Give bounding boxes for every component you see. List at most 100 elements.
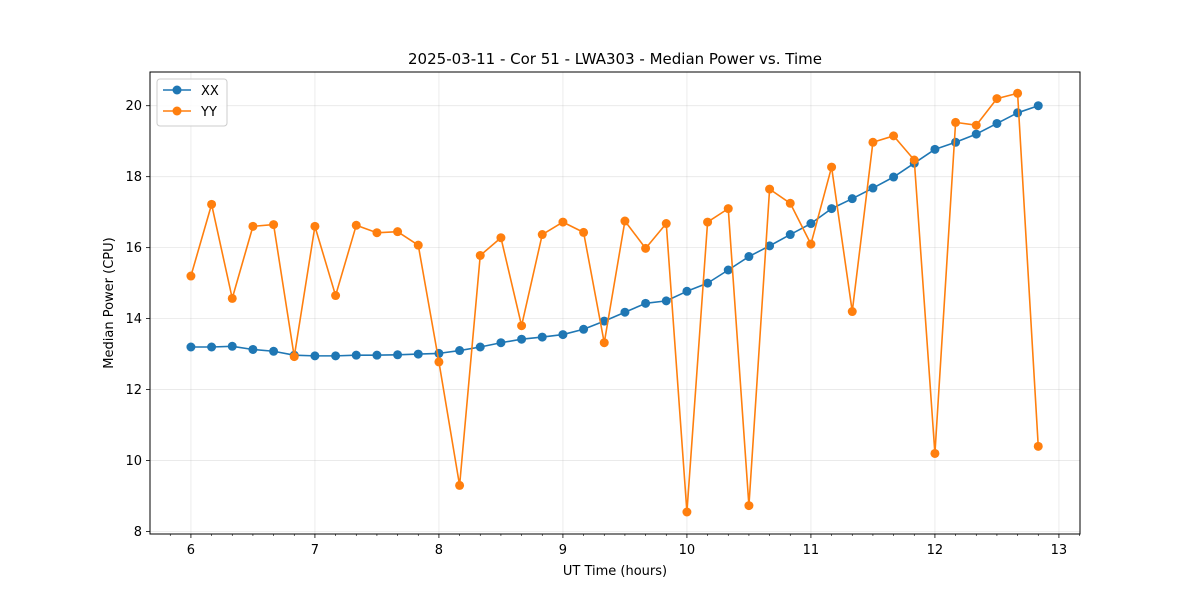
data-point-yy	[331, 291, 341, 301]
plot-series	[186, 88, 1043, 517]
data-point-xx	[992, 118, 1002, 128]
x-tick-label: 10	[679, 543, 696, 558]
data-point-yy	[558, 217, 568, 227]
y-tick-label: 12	[125, 383, 142, 398]
data-point-yy	[496, 233, 506, 243]
data-point-yy	[475, 250, 485, 260]
data-point-xx	[682, 286, 692, 296]
data-point-yy	[186, 271, 196, 281]
data-point-xx	[599, 316, 609, 326]
data-point-xx	[393, 350, 403, 360]
data-point-xx	[496, 338, 506, 348]
data-point-yy	[620, 216, 630, 226]
data-point-yy	[951, 117, 961, 127]
data-point-yy	[269, 220, 279, 230]
data-point-yy	[1013, 88, 1023, 98]
data-point-yy	[351, 220, 361, 230]
data-point-xx	[785, 230, 795, 240]
data-point-xx	[186, 342, 196, 352]
data-point-xx	[475, 342, 485, 352]
data-point-yy	[599, 338, 609, 348]
data-point-xx	[806, 219, 816, 229]
y-tick-label: 16	[125, 241, 142, 256]
data-point-xx	[269, 346, 279, 356]
x-tick-label: 11	[803, 543, 820, 558]
data-point-yy	[434, 357, 444, 367]
legend-marker-yy	[172, 106, 182, 116]
data-point-xx	[517, 334, 527, 344]
data-point-xx	[537, 332, 547, 342]
data-point-yy	[537, 230, 547, 240]
series-line-yy	[190, 92, 1040, 513]
x-tick-label: 7	[311, 543, 319, 558]
y-tick-label: 20	[125, 99, 142, 114]
data-point-xx	[889, 172, 899, 182]
data-point-yy	[723, 204, 733, 214]
data-point-yy	[682, 507, 692, 517]
data-point-yy	[372, 228, 382, 238]
data-point-yy	[868, 137, 878, 147]
x-tick-label: 12	[927, 543, 944, 558]
data-point-yy	[289, 352, 299, 362]
data-point-xx	[868, 183, 878, 193]
data-point-xx	[579, 324, 589, 334]
data-point-yy	[971, 120, 981, 130]
series-yy	[186, 88, 1043, 517]
x-axis-label: UT Time (hours)	[563, 564, 667, 579]
data-point-yy	[992, 94, 1002, 104]
data-point-xx	[207, 342, 217, 352]
data-point-xx	[951, 137, 961, 147]
data-point-xx	[248, 344, 258, 354]
data-point-xx	[847, 194, 857, 204]
data-point-yy	[310, 221, 320, 231]
data-point-xx	[765, 241, 775, 251]
x-tick-label: 9	[559, 543, 567, 558]
data-point-xx	[641, 298, 651, 308]
legend: XX YY	[156, 78, 228, 127]
data-point-yy	[909, 155, 919, 165]
data-point-xx	[558, 330, 568, 340]
legend-label-xx: XX	[201, 84, 219, 99]
data-point-yy	[455, 480, 465, 490]
data-point-yy	[248, 221, 258, 231]
data-point-xx	[1033, 101, 1043, 111]
data-point-xx	[331, 351, 341, 361]
data-point-xx	[827, 204, 837, 214]
y-tick-label: 10	[125, 454, 142, 469]
data-point-yy	[930, 448, 940, 458]
data-point-xx	[1013, 108, 1023, 118]
data-point-xx	[372, 350, 382, 360]
x-tick-label: 6	[187, 543, 195, 558]
y-tick-label: 18	[125, 170, 142, 185]
data-point-yy	[827, 162, 837, 172]
data-point-xx	[413, 349, 423, 359]
data-point-yy	[413, 240, 423, 250]
data-point-yy	[641, 243, 651, 253]
data-point-yy	[847, 307, 857, 317]
data-point-yy	[765, 184, 775, 194]
data-point-xx	[971, 129, 981, 139]
legend-label-yy: YY	[200, 105, 217, 120]
data-point-yy	[806, 239, 816, 249]
y-axis-label: Median Power (CPU)	[102, 237, 117, 368]
data-point-yy	[1033, 441, 1043, 451]
data-point-xx	[703, 278, 713, 288]
y-axis-ticks: 8 10 12 14 16 18 20	[125, 99, 150, 540]
data-point-xx	[310, 351, 320, 361]
data-point-yy	[517, 321, 527, 331]
chart-title: 2025-03-11 - Cor 51 - LWA303 - Median Po…	[408, 50, 822, 68]
data-point-yy	[661, 219, 671, 229]
data-point-xx	[723, 265, 733, 275]
data-point-xx	[455, 346, 465, 356]
data-point-yy	[207, 199, 217, 209]
data-point-xx	[661, 296, 671, 306]
data-point-yy	[227, 293, 237, 303]
data-point-xx	[351, 350, 361, 360]
plot-frame	[149, 71, 1081, 535]
series-xx	[186, 101, 1043, 361]
data-point-xx	[434, 348, 444, 358]
data-point-xx	[227, 341, 237, 351]
data-point-yy	[744, 501, 754, 511]
data-point-yy	[703, 217, 713, 227]
